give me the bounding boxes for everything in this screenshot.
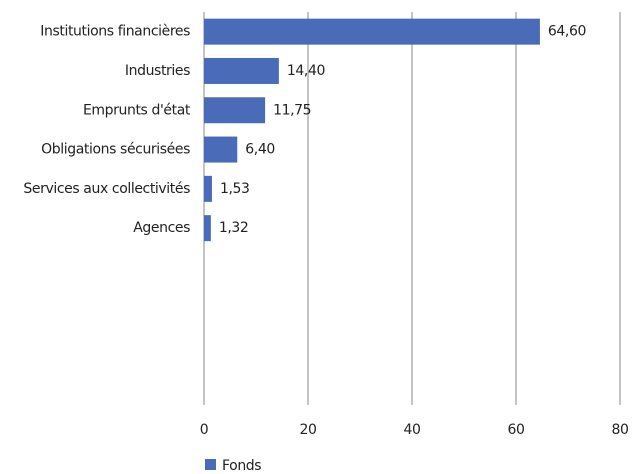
data-label: 1,53 [220,181,250,197]
x-tick-label: 40 [403,422,420,438]
data-label: 14,40 [287,63,325,79]
bar [204,215,211,242]
x-tick-label: 80 [611,422,628,438]
bar [204,136,238,163]
bar [204,18,540,45]
bar [204,175,212,202]
bar [204,57,279,84]
y-tick-label: Agences [133,220,190,236]
data-label: 64,60 [548,24,586,40]
data-label: 1,32 [219,220,249,236]
x-tick-label: 20 [299,422,316,438]
legend-label: Fonds [222,458,261,474]
y-tick-label: Institutions financières [40,24,190,40]
data-label: 6,40 [245,142,275,158]
y-tick-label: Services aux collectivités [23,181,190,197]
data-label: 11,75 [273,102,311,118]
bar [204,97,266,124]
legend-swatch [205,459,216,470]
y-tick-label: Obligations sécurisées [41,142,190,158]
x-tick-label: 0 [200,422,209,438]
x-tick-label: 60 [507,422,524,438]
y-tick-label: Emprunts d'état [83,102,191,118]
y-tick-label: Industries [125,63,190,79]
